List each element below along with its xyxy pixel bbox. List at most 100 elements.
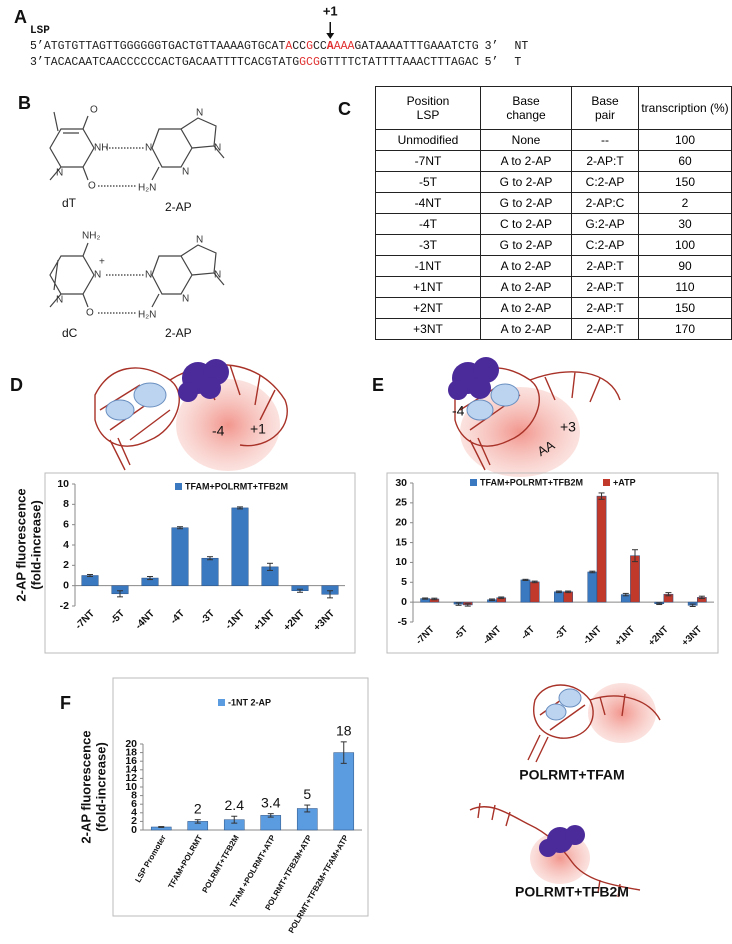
panel-letter: E: [372, 375, 384, 395]
legend-label: -1NT 2-AP: [228, 697, 271, 707]
y-tick-label: 0: [401, 596, 407, 608]
table-cell: -5T: [375, 171, 481, 193]
cartoon: [178, 359, 229, 402]
error-bar: [327, 590, 333, 599]
x-tick-label: -4NT: [481, 624, 504, 647]
sequence-strand: 3’TACACAATCAACCCCCCACTGACAATTTTCACGTATGG…: [30, 56, 521, 69]
chart-frame: [44, 472, 356, 654]
cartoon: [94, 367, 180, 447]
error-bar: [464, 603, 471, 607]
y-tick-label: 25: [395, 497, 407, 509]
cartoon: [545, 703, 567, 721]
table-cell: A to 2-AP: [480, 255, 572, 277]
y-axis-label: (fold-increase): [93, 742, 108, 832]
panel-letter: C: [338, 99, 351, 119]
error-bar: [158, 826, 165, 828]
bar: [596, 495, 607, 603]
bar: [563, 591, 573, 603]
x-tick-label: +1NT: [613, 624, 638, 649]
strand-end: 3’: [485, 40, 499, 53]
error-bar: [431, 597, 438, 601]
table-cell: 2-AP:T: [571, 318, 639, 340]
error-bar: [656, 602, 663, 606]
table-cell: 2-AP:C: [571, 192, 639, 214]
cartoon: [469, 377, 491, 399]
cartoon: [133, 382, 167, 408]
table-cell: G:2-AP: [571, 213, 639, 235]
error-bar: [489, 598, 496, 602]
error-bar: [555, 590, 562, 594]
table-cell: A to 2-AP: [480, 297, 572, 319]
atom-label: H₂N: [138, 310, 156, 321]
table-cell: C:2-AP: [571, 171, 639, 193]
table-row: -3T G to 2-AP C:2-AP 100: [375, 234, 732, 256]
sequence-segment: GTTTTCTATTTTAAACTTTAGAC: [320, 56, 479, 69]
structure: [151, 244, 225, 308]
table-cell: 100: [638, 234, 732, 256]
legend-swatch: [175, 483, 182, 490]
table-cell: 170: [638, 318, 732, 340]
y-tick-label: 6: [131, 798, 137, 810]
table-cell: +2NT: [375, 297, 481, 319]
label: 2-AP: [165, 326, 192, 340]
table-cell: Base pair: [571, 86, 639, 130]
cartoon: [473, 357, 499, 383]
error-bar: [147, 576, 153, 581]
error-bar: [231, 815, 238, 824]
error-bar: [698, 595, 705, 600]
error-bar: [87, 573, 93, 578]
cartoon: [539, 825, 585, 857]
sequence-label: LSP: [30, 25, 50, 37]
error-bar: [117, 590, 123, 598]
error-bar: [455, 602, 462, 606]
table-row: +2NT A to 2-AP 2-AP:T 150: [375, 297, 732, 319]
sequence-segment: A: [285, 40, 292, 53]
structure: [49, 111, 95, 181]
atom-label: NH: [94, 143, 108, 154]
data-label: 2: [194, 800, 202, 816]
start-marker: +1: [323, 3, 338, 18]
y-tick-label: 2: [131, 815, 137, 827]
y-axis-label: (fold-increase): [28, 500, 43, 590]
atom-label: +: [99, 257, 105, 268]
y-tick-label: 8: [63, 498, 69, 510]
table-row: -4T C to 2-AP G:2-AP 30: [375, 213, 732, 235]
table-cell: 30: [638, 213, 732, 235]
error-bar: [589, 570, 596, 574]
y-tick-label: 15: [395, 536, 407, 548]
chart-frame: [112, 677, 369, 917]
table: Position LSP Base change Base pair transcri…: [375, 86, 732, 340]
cartoon: POLRMT+TFAM POLRMT+TFB2M: [469, 683, 661, 900]
table-cell: A to 2-AP: [480, 150, 572, 172]
strand-end: 3’: [30, 56, 44, 69]
table-cell: +3NT: [375, 318, 481, 340]
data-label: 18: [336, 723, 352, 739]
cartoon: [539, 839, 557, 857]
y-tick-label: 10: [57, 478, 69, 490]
bar: [630, 555, 640, 603]
strand-name: NT: [514, 40, 528, 53]
x-tick-label: -5T: [452, 624, 470, 642]
cartoon: [558, 688, 582, 708]
error-bar: [340, 741, 347, 764]
chart-frame: [386, 472, 719, 654]
table-cell: C to 2-AP: [480, 213, 572, 235]
error-bar: [422, 597, 429, 600]
panel-letter: B: [18, 93, 31, 113]
table-cell: 2-AP:T: [571, 297, 639, 319]
error-bar: [267, 562, 273, 571]
table-row: Unmodified None -- 100: [375, 129, 732, 151]
panel-letter: D: [10, 375, 23, 395]
structure: [49, 242, 95, 308]
x-tick-label: -7NT: [414, 624, 437, 647]
y-tick-label: 5: [401, 576, 407, 588]
legend-swatch: [218, 699, 225, 706]
label: dC: [62, 326, 78, 340]
y-tick-label: 20: [125, 738, 137, 750]
error-bar: [531, 580, 538, 584]
table-cell: G to 2-AP: [480, 192, 572, 214]
error-bar: [665, 592, 672, 597]
cartoon: [490, 383, 520, 407]
label: -4: [452, 403, 465, 419]
cartoon: [176, 379, 280, 471]
